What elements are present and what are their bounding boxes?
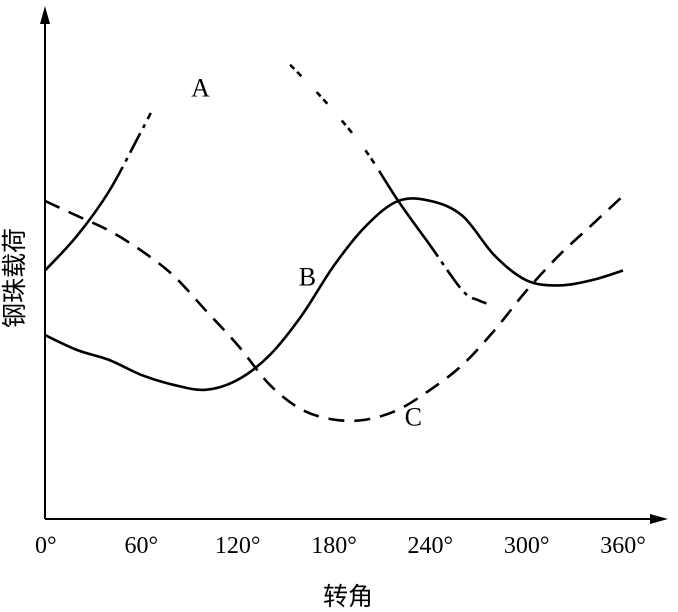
x-tick-label: 60° [124,533,158,559]
y-axis-label: 钢珠载荷 [0,228,29,328]
x-tick-label: 300° [504,533,550,559]
series-line-b [44,197,624,392]
curves [44,29,624,423]
axes [40,6,668,524]
x-tick-label: 120° [215,533,261,559]
x-tick-label: 0° [35,533,57,559]
series-line-a [44,29,624,396]
y-axis-arrow [40,6,50,24]
x-tick-label: 180° [311,533,357,559]
series-label-a: A [191,74,210,103]
x-tick-label: 360° [600,533,646,559]
series-label-b: B [299,262,316,291]
x-tick-labels: 0° 60° 120° 180° 240° 300° 360° [35,533,646,559]
series-label-c: C [405,403,422,432]
x-axis-arrow [650,514,668,524]
x-tick-label: 240° [407,533,453,559]
series-labels: A B C [191,74,422,432]
x-axis-label: 转角 [323,582,373,611]
series-line-c [44,194,624,423]
